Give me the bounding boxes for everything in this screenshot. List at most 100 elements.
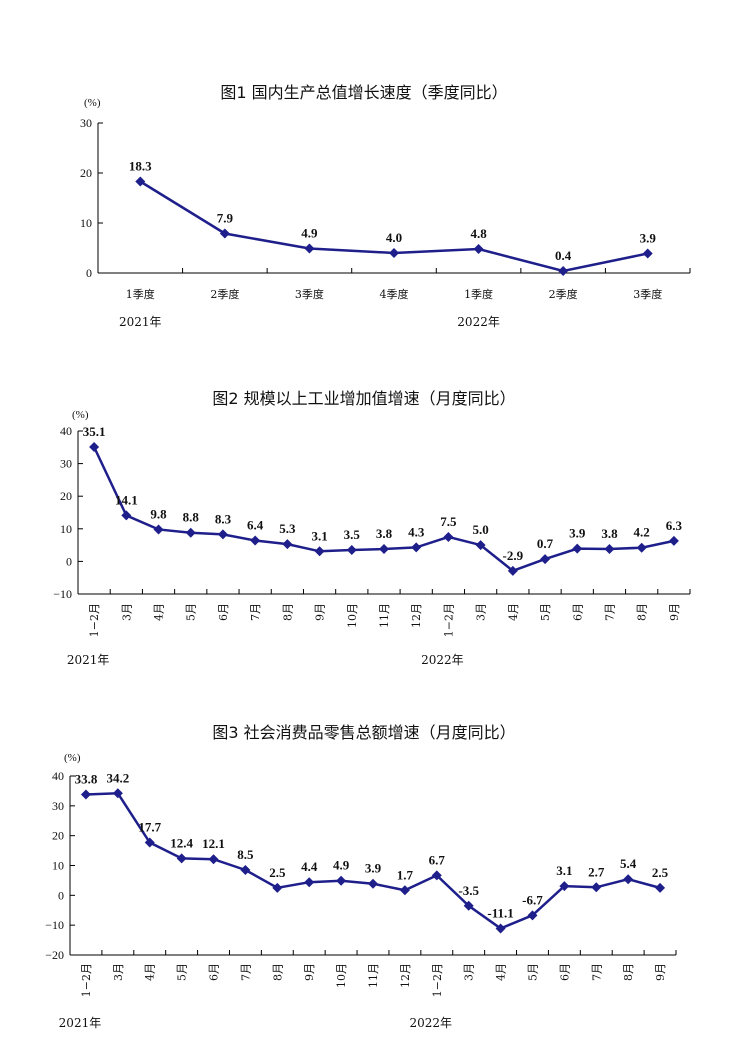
data-point — [379, 544, 389, 555]
y-tick-label: −20 — [45, 948, 64, 962]
data-label: 3.8 — [376, 526, 393, 541]
year-label: 2021年 — [59, 1016, 102, 1030]
data-label: 5.3 — [279, 521, 296, 536]
chart-industrial-monthly: 图2 规模以上工业增加值增速（月度同比） (%) −10 0 10 20 30 40 1−2… — [53, 389, 691, 667]
x-category-label: 3月 — [475, 603, 488, 621]
data-point — [304, 243, 315, 254]
y-tick-label: 0 — [58, 888, 64, 902]
data-point — [527, 910, 538, 921]
x-category-label: 6月 — [208, 963, 221, 981]
x-category-label: 10月 — [335, 963, 348, 988]
x-category-label: 1−2月 — [431, 963, 444, 997]
y-tick-label: 30 — [52, 799, 64, 813]
y-tick-label: 40 — [60, 424, 72, 438]
x-category-label: 7月 — [603, 603, 616, 621]
data-point — [655, 882, 666, 893]
data-label: 33.8 — [75, 771, 98, 786]
data-point — [473, 244, 484, 254]
data-point — [540, 554, 551, 565]
data-point — [642, 248, 653, 259]
x-category-label: 12月 — [410, 603, 423, 628]
data-point — [89, 441, 100, 452]
y-tick-label: 20 — [80, 166, 92, 180]
year-label: 2021年 — [67, 653, 110, 667]
data-label: 0.4 — [555, 248, 572, 263]
y-tick-label: 10 — [52, 859, 64, 873]
x-category-label: 3月 — [463, 963, 476, 981]
data-label: 7.9 — [217, 211, 234, 226]
data-label: 3.8 — [601, 526, 618, 541]
x-category-label: 7月 — [590, 963, 603, 981]
data-label: 8.8 — [183, 510, 200, 525]
data-label: 4.0 — [386, 230, 402, 245]
y-tick-label: 30 — [60, 457, 72, 471]
data-label: 6.3 — [666, 518, 683, 533]
x-category-label: 9月 — [668, 603, 681, 621]
x-category-label: 3季度 — [295, 287, 324, 301]
data-label: 7.5 — [440, 514, 457, 529]
x-category-label: 7月 — [239, 963, 252, 981]
x-category-label: 4月 — [153, 603, 166, 621]
data-point — [368, 878, 378, 889]
data-point — [121, 510, 132, 521]
data-label: 18.3 — [129, 159, 152, 174]
data-label: 0.7 — [537, 536, 554, 551]
year-label: 2022年 — [421, 653, 464, 667]
data-label: 8.3 — [215, 511, 232, 526]
data-point — [153, 524, 164, 535]
data-point — [208, 854, 219, 865]
data-point — [176, 853, 187, 864]
year-label: 2022年 — [410, 1016, 453, 1030]
x-category-label: 1−2月 — [80, 963, 93, 997]
year-label: 2022年 — [457, 315, 500, 329]
x-category-label: 3季度 — [633, 287, 662, 301]
data-label: 4.8 — [470, 226, 487, 241]
data-point — [463, 900, 474, 911]
data-point — [240, 864, 251, 875]
data-point — [346, 544, 357, 555]
data-label: 14.1 — [115, 492, 138, 507]
x-category-label: 3月 — [112, 963, 125, 981]
y-tick-label: 30 — [80, 116, 92, 130]
data-point — [668, 535, 679, 546]
x-category-label: 4月 — [495, 963, 508, 981]
data-point — [185, 527, 196, 538]
data-point — [431, 870, 442, 881]
data-label: 5.0 — [473, 522, 489, 537]
data-label: 6.7 — [429, 852, 446, 867]
x-category-label: 1季度 — [126, 287, 155, 301]
data-label: 4.3 — [408, 524, 425, 539]
data-label: 3.9 — [365, 861, 382, 876]
x-category-label: 4季度 — [380, 287, 409, 301]
x-category-label: 8月 — [281, 603, 294, 621]
data-label: 3.1 — [311, 528, 327, 543]
x-category-label: 3月 — [120, 603, 133, 621]
chart-title: 图1 国内生产总值增长速度（季度同比） — [220, 83, 507, 102]
data-label: 35.1 — [83, 424, 106, 439]
data-label: 3.5 — [344, 527, 361, 542]
data-point — [559, 881, 570, 892]
data-point — [144, 837, 155, 848]
x-category-label: 8月 — [636, 603, 649, 621]
data-point — [623, 874, 634, 885]
data-label: 3.9 — [569, 526, 586, 541]
data-point — [135, 176, 146, 187]
data-point — [443, 531, 454, 542]
data-point — [507, 565, 518, 576]
x-category-label: 8月 — [271, 963, 284, 981]
y-tick-label: 20 — [60, 489, 72, 503]
data-label: -6.7 — [522, 892, 543, 907]
data-label: 4.4 — [301, 859, 318, 874]
data-label: 1.7 — [397, 867, 414, 882]
data-label: -2.9 — [503, 548, 524, 563]
data-label: 12.1 — [202, 836, 225, 851]
x-category-label: 1−2月 — [442, 603, 455, 637]
unit-label: (%) — [72, 409, 89, 421]
x-category-label: 5月 — [185, 603, 198, 621]
x-category-label: 11月 — [367, 963, 380, 988]
data-label: 2.5 — [652, 865, 669, 880]
data-point — [591, 882, 602, 893]
y-tick-label: 20 — [52, 829, 64, 843]
x-category-label: 5月 — [539, 603, 552, 621]
